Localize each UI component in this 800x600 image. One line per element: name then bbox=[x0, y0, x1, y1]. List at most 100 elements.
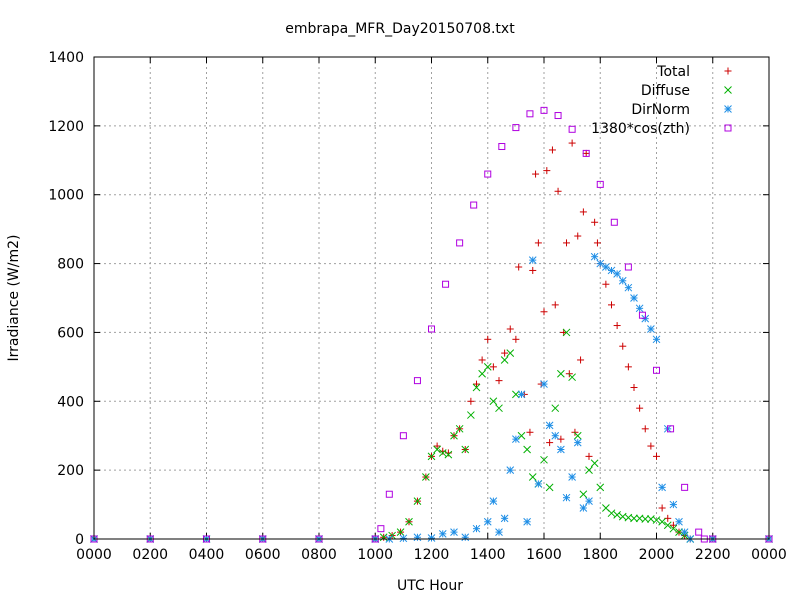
data-point-total bbox=[495, 377, 503, 385]
data-point-diffuse bbox=[579, 490, 588, 499]
legend-marker-diffuse bbox=[724, 86, 732, 94]
data-point-dirnorm bbox=[590, 252, 599, 261]
data-point-dirnorm bbox=[579, 504, 588, 512]
data-point-dirnorm bbox=[489, 497, 498, 505]
data-point-diffuse bbox=[483, 363, 492, 371]
data-point-diffuse bbox=[528, 473, 537, 481]
data-point-total bbox=[602, 280, 610, 288]
data-point-total bbox=[636, 404, 644, 412]
data-point-diffuse bbox=[427, 452, 436, 461]
x-tick-label: 0600 bbox=[245, 547, 281, 563]
data-point-total bbox=[501, 349, 509, 357]
data-point-total bbox=[478, 356, 486, 364]
data-point-dirnorm bbox=[545, 421, 554, 430]
data-point-diffuse bbox=[500, 356, 509, 364]
data-point-dirnorm bbox=[618, 276, 627, 285]
data-point-dirnorm bbox=[557, 445, 565, 454]
data-point-cos-zth bbox=[554, 112, 562, 120]
data-point-diffuse bbox=[675, 528, 683, 536]
data-point-cos-zth bbox=[610, 218, 618, 226]
y-tick-labels: 0 200 400 600 800 1000 1200 1400 bbox=[48, 50, 769, 548]
data-point-dirnorm bbox=[669, 500, 678, 509]
plot-frame bbox=[93, 56, 770, 540]
data-point-dirnorm bbox=[427, 534, 436, 542]
y-tick-label: 1400 bbox=[48, 50, 84, 66]
data-point-total bbox=[641, 425, 649, 433]
data-point-total bbox=[548, 146, 556, 154]
legend-marker-cos-zth bbox=[724, 124, 732, 132]
data-point-diffuse bbox=[590, 459, 599, 468]
data-point-cos-zth bbox=[695, 528, 703, 536]
data-point-total bbox=[613, 322, 621, 330]
data-point-total bbox=[489, 363, 497, 371]
data-point-diffuse bbox=[545, 483, 554, 492]
data-point-dirnorm bbox=[607, 266, 616, 275]
data-point-total bbox=[585, 452, 593, 460]
data-point-dirnorm bbox=[658, 483, 666, 492]
data-point-dirnorm bbox=[517, 390, 526, 399]
data-point-total bbox=[529, 266, 537, 274]
data-point-total bbox=[582, 149, 590, 157]
x-tick-label: 1000 bbox=[357, 547, 393, 563]
data-point-diffuse bbox=[405, 517, 413, 526]
legend-label-diffuse: Diffuse bbox=[641, 83, 690, 99]
data-point-total bbox=[593, 239, 601, 247]
x-tick-label: 0000 bbox=[751, 547, 787, 563]
data-point-total bbox=[647, 442, 655, 450]
data-point-dirnorm bbox=[647, 325, 655, 333]
data-point-dirnorm bbox=[635, 304, 644, 313]
data-point-total bbox=[568, 139, 576, 147]
data-point-total bbox=[540, 308, 548, 316]
data-point-dirnorm bbox=[495, 528, 503, 536]
data-point-total bbox=[624, 363, 632, 371]
data-point-diffuse bbox=[658, 517, 666, 526]
data-point-dirnorm bbox=[551, 431, 560, 440]
legend-marker-total bbox=[724, 67, 732, 75]
data-point-total bbox=[543, 167, 551, 175]
data-point-dirnorm bbox=[472, 524, 481, 533]
data-point-total bbox=[512, 335, 520, 343]
data-point-total bbox=[444, 449, 452, 457]
data-point-diffuse bbox=[523, 445, 531, 454]
data-point-diffuse bbox=[444, 450, 453, 459]
data-point-dirnorm bbox=[413, 533, 422, 542]
data-point-diffuse bbox=[433, 445, 441, 454]
data-point-cos-zth bbox=[653, 366, 660, 374]
data-point-total bbox=[653, 452, 660, 460]
x-tick-label: 1200 bbox=[414, 547, 450, 563]
data-point-total bbox=[515, 263, 523, 271]
data-point-cos-zth bbox=[568, 125, 576, 133]
legend: Total Diffuse DirNorm 1380*cos(zth) bbox=[591, 64, 732, 137]
series-layer bbox=[90, 106, 773, 543]
data-point-dirnorm bbox=[568, 473, 576, 481]
x-axis-label: UTC Hour bbox=[397, 578, 463, 594]
data-point-dirnorm bbox=[512, 435, 520, 444]
y-tick-label: 200 bbox=[57, 463, 84, 479]
data-point-total bbox=[563, 239, 570, 247]
data-point-cos-zth bbox=[540, 106, 548, 114]
x-tick-label: 1800 bbox=[582, 547, 618, 563]
data-point-total bbox=[532, 170, 540, 178]
data-point-cos-zth bbox=[526, 110, 534, 118]
data-point-cos-zth bbox=[582, 149, 590, 157]
data-point-dirnorm bbox=[602, 263, 610, 271]
data-point-dirnorm bbox=[534, 480, 543, 488]
legend-marker-dirnorm bbox=[724, 105, 732, 113]
data-point-diffuse bbox=[641, 515, 650, 523]
y-tick-label: 600 bbox=[57, 325, 84, 341]
data-point-dirnorm bbox=[540, 380, 548, 388]
data-point-total bbox=[608, 301, 615, 309]
y-tick-label: 0 bbox=[75, 532, 84, 548]
data-point-cos-zth bbox=[667, 425, 675, 433]
y-tick-label: 400 bbox=[57, 394, 84, 410]
data-point-total bbox=[554, 187, 562, 195]
y-tick-label: 1200 bbox=[48, 119, 84, 135]
data-point-diffuse bbox=[652, 516, 661, 524]
x-tick-label: 1600 bbox=[526, 547, 562, 563]
data-point-dirnorm bbox=[450, 528, 458, 536]
data-point-diffuse bbox=[396, 528, 405, 536]
data-point-diffuse bbox=[512, 390, 520, 399]
data-point-total bbox=[433, 442, 441, 450]
data-point-total bbox=[473, 380, 480, 388]
